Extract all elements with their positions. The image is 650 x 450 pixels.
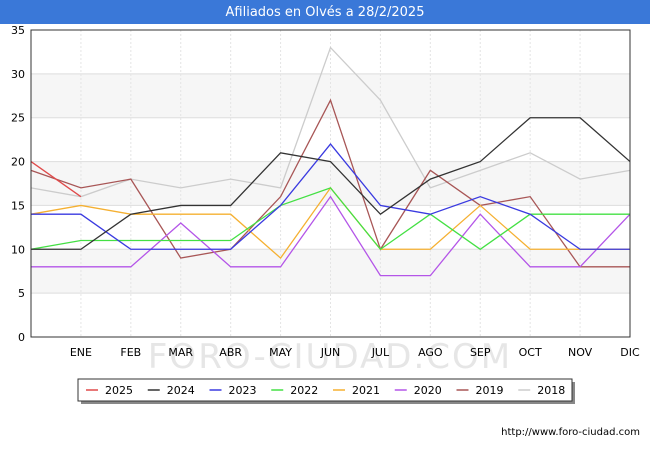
- y-axis-ticks: 0 5 10 15 20 25 30 35: [11, 24, 25, 344]
- x-tick-label: ABR: [219, 346, 242, 359]
- series-line-2024: [31, 117, 631, 250]
- y-tick-label: 30: [11, 68, 25, 81]
- x-tick-label: NOV: [568, 346, 593, 359]
- legend-label: 2020: [414, 384, 442, 397]
- axes: [30, 29, 631, 338]
- x-tick-label: DIC: [620, 346, 640, 359]
- series-line-2025: [30, 161, 82, 198]
- x-tick-label: OCT: [519, 346, 542, 359]
- x-tick-label: ENE: [70, 346, 92, 359]
- x-tick-label: JUN: [320, 346, 341, 359]
- x-tick-label: MAR: [168, 346, 193, 359]
- legend-label: 2025: [105, 384, 133, 397]
- y-tick-label: 10: [11, 243, 25, 256]
- x-tick-label: AGO: [418, 346, 443, 359]
- y-tick-label: 20: [11, 156, 25, 169]
- legend: 2025 2024 2023 2022 2021 2020 2019 2018: [77, 378, 575, 404]
- series-line-2023: [31, 142, 630, 250]
- source-url[interactable]: http://www.foro-ciudad.com: [501, 427, 640, 438]
- series-line-2019: [30, 98, 630, 268]
- legend-label: 2023: [229, 384, 257, 397]
- chart-title: Afiliados en Olvés a 28/2/2025: [225, 4, 425, 20]
- series-layer: [30, 46, 631, 277]
- y-tick-label: 35: [11, 24, 25, 37]
- plot-frame: [30, 29, 631, 338]
- x-tick-label: JUL: [371, 346, 390, 359]
- x-axis-ticks: ENE FEB MAR ABR MAY JUN JUL AGO SEP OCT NOV DIC: [70, 346, 640, 359]
- legend-label: 2024: [167, 384, 195, 397]
- y-tick-label: 5: [18, 287, 25, 300]
- legend-label: 2022: [290, 384, 318, 397]
- x-tick-label: SEP: [470, 346, 491, 359]
- y-tick-label: 25: [11, 112, 25, 125]
- legend-label: 2019: [476, 384, 504, 397]
- legend-box: [77, 378, 573, 402]
- legend-label: 2018: [537, 384, 565, 397]
- legend-label: 2021: [352, 384, 380, 397]
- y-tick-label: 15: [11, 199, 25, 212]
- y-tick-label: 0: [18, 331, 25, 344]
- x-tick-label: MAY: [269, 346, 292, 359]
- watermark: FORO-CIUDAD.COM: [148, 337, 512, 377]
- chart-title-bar: Afiliados en Olvés a 28/2/2025: [0, 0, 650, 24]
- series-line-2020: [31, 195, 631, 277]
- x-tick-label: FEB: [120, 346, 141, 359]
